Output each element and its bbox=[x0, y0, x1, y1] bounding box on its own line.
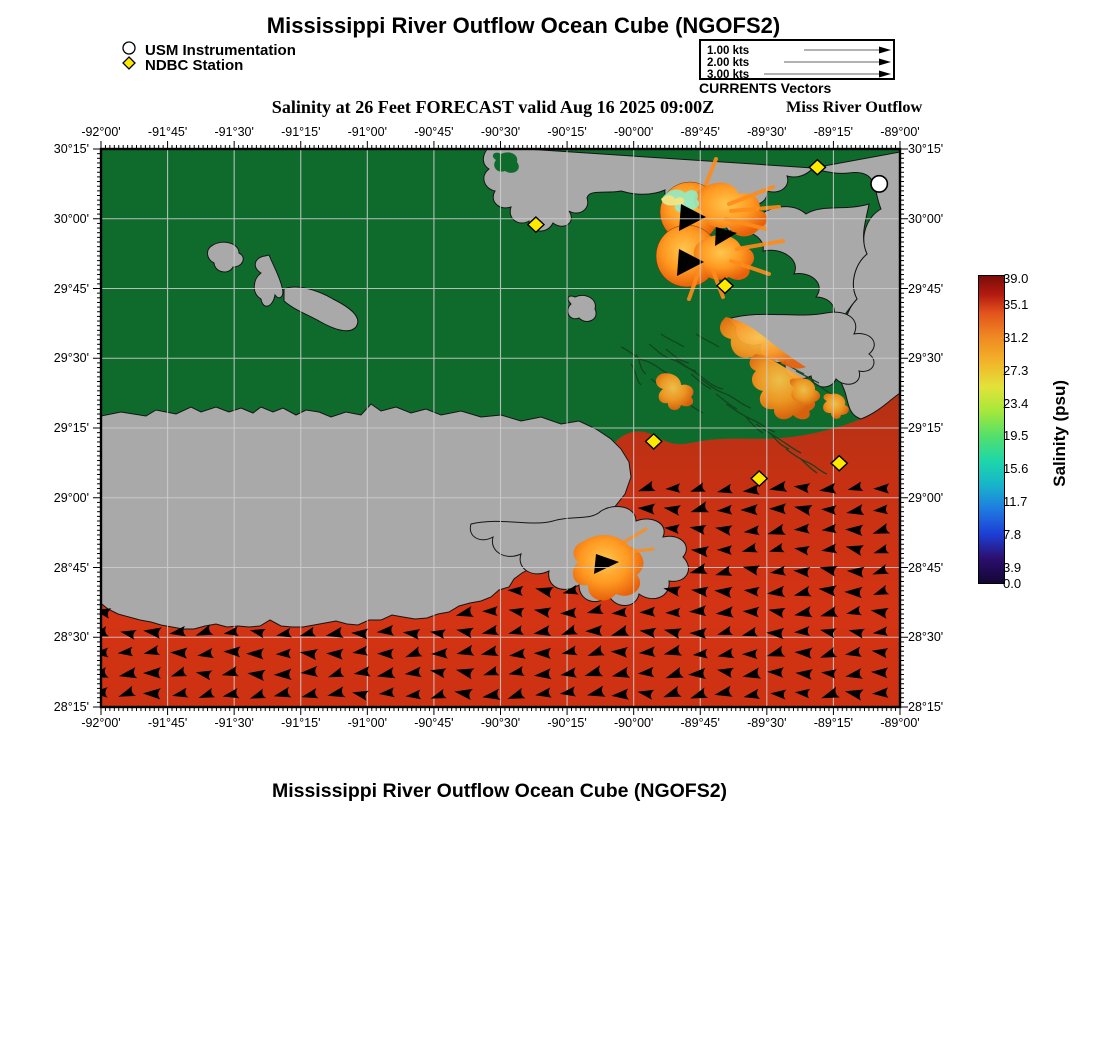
svg-text:1.00 kts: 1.00 kts bbox=[707, 45, 749, 57]
svg-text:2.00 kts: 2.00 kts bbox=[707, 57, 749, 69]
